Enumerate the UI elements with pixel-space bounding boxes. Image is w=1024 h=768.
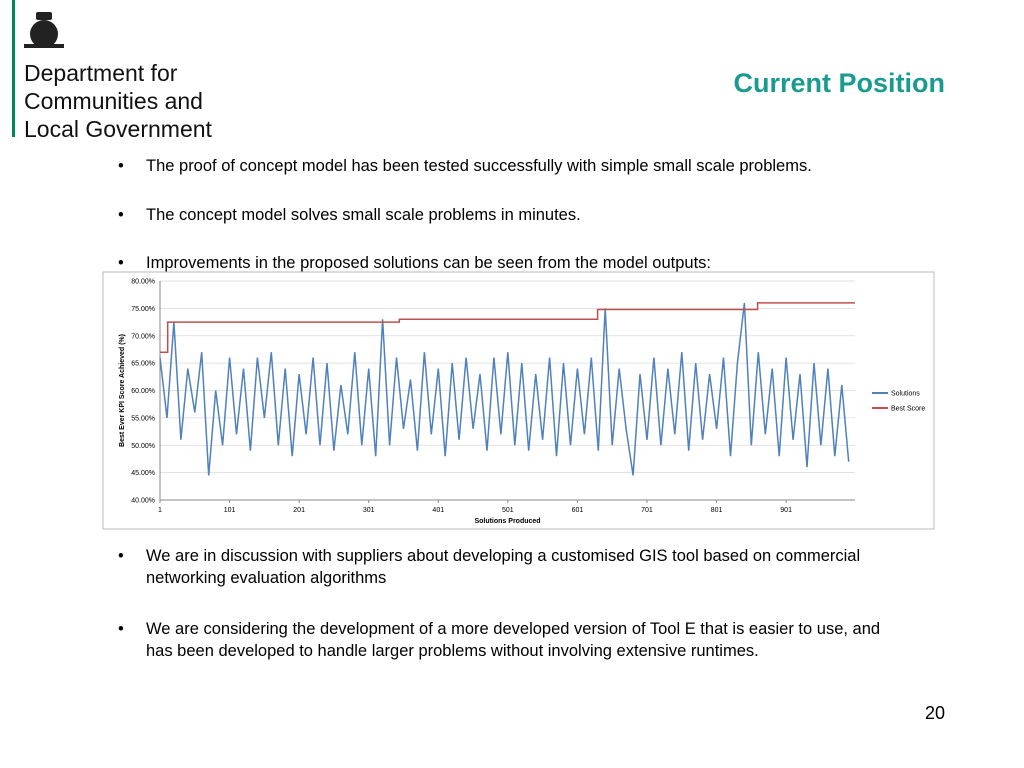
x-tick-label: 1	[158, 507, 162, 514]
org-name: Communities and	[24, 88, 203, 114]
y-tick-label: 75.00%	[131, 306, 155, 313]
y-axis-label: Best Ever KPI Score Achieved (%)	[119, 334, 126, 447]
series-line	[159, 302, 850, 476]
x-tick-label: 701	[641, 507, 653, 514]
org-name: Department for	[24, 60, 178, 86]
bullet-text: Improvements in the proposed solutions c…	[146, 254, 711, 272]
x-tick-label: 301	[363, 507, 375, 514]
org-name: Local Government	[24, 116, 212, 142]
crest	[24, 12, 64, 48]
x-tick-label: 401	[432, 507, 444, 514]
x-axis-label: Solutions Produced	[474, 518, 540, 525]
y-tick-label: 40.00%	[131, 498, 155, 505]
bullet-text: The concept model solves small scale pro…	[146, 206, 581, 224]
x-tick-label: 601	[572, 507, 584, 514]
x-tick-label: 201	[293, 507, 305, 514]
bullet-text: We are in discussion with suppliers abou…	[146, 547, 861, 587]
y-tick-label: 55.00%	[131, 415, 155, 422]
x-tick-label: 501	[502, 507, 514, 514]
x-tick-label: 901	[780, 507, 792, 514]
bullet: • The concept model solves small scale pr…	[118, 204, 938, 226]
legend-label: Best Score	[891, 406, 925, 413]
y-tick-label: 45.00%	[131, 470, 155, 477]
bullet: • Improvements in the proposed solutions …	[118, 252, 938, 274]
y-tick-label: 70.00%	[131, 333, 155, 340]
y-tick-label: 80.00%	[131, 279, 155, 286]
bullet-text: The proof of concept model has been test…	[146, 157, 812, 175]
x-tick-label: 101	[224, 507, 236, 514]
slide-title: Current Position	[733, 68, 945, 98]
bullet: • We are considering the development of a…	[118, 618, 908, 662]
accent-bar	[12, 0, 15, 137]
legend-label: Solutions	[891, 391, 920, 398]
y-tick-label: 60.00%	[131, 388, 155, 395]
y-tick-label: 65.00%	[131, 361, 155, 368]
bullet: • The proof of concept model has been tes…	[118, 155, 938, 177]
page-number: 20	[924, 703, 945, 723]
bullet: • We are in discussion with suppliers abo…	[118, 545, 908, 589]
x-tick-label: 801	[711, 507, 723, 514]
series-line	[160, 302, 855, 353]
y-tick-label: 50.00%	[131, 443, 155, 450]
bullet-text: We are considering the development of a …	[146, 620, 881, 660]
